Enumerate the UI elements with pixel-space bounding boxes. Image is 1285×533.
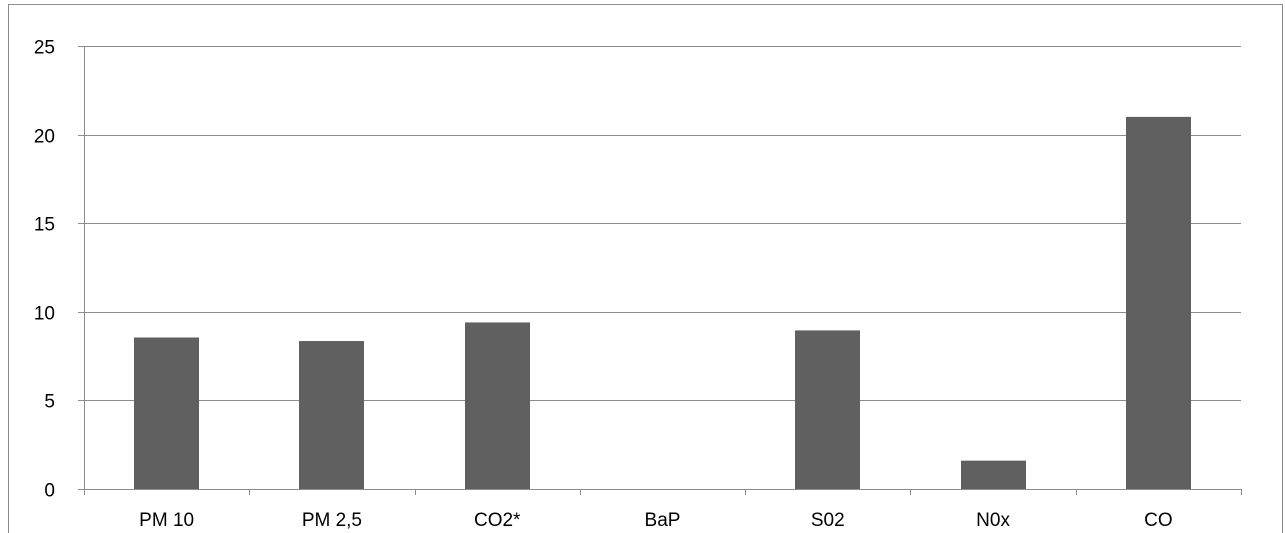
axes xyxy=(78,46,1242,495)
bar-pm-10 xyxy=(134,337,199,489)
x-tick-label: CO2* xyxy=(474,510,521,531)
chart-frame xyxy=(8,4,1283,533)
bars xyxy=(134,116,1191,489)
bar-s02 xyxy=(795,330,860,489)
x-tick-label: S02 xyxy=(811,510,845,531)
bar-co2 xyxy=(465,322,530,489)
x-tick-label: PM 10 xyxy=(139,510,194,531)
x-tick-label: PM 2,5 xyxy=(302,510,362,531)
y-tick-label: 20 xyxy=(34,127,55,148)
gridlines xyxy=(84,46,1241,401)
y-tick-label: 10 xyxy=(34,304,55,325)
y-tick-labels: 0 5 10 15 20 25 xyxy=(34,38,55,502)
y-tick-label: 15 xyxy=(34,215,55,236)
y-tick-label: 5 xyxy=(44,392,55,413)
bar-n0x xyxy=(961,460,1026,489)
bar-pm-2-5 xyxy=(299,341,364,489)
x-tick-label: BaP xyxy=(645,510,681,531)
y-tick-label: 25 xyxy=(34,38,55,59)
bar-co xyxy=(1126,116,1191,489)
y-tick-label: 0 xyxy=(44,481,55,502)
x-tick-label: CO xyxy=(1144,510,1173,531)
x-tick-label: N0x xyxy=(976,510,1010,531)
x-tick-labels: PM 10 PM 2,5 CO2* BaP S02 N0x CO xyxy=(139,510,1172,531)
